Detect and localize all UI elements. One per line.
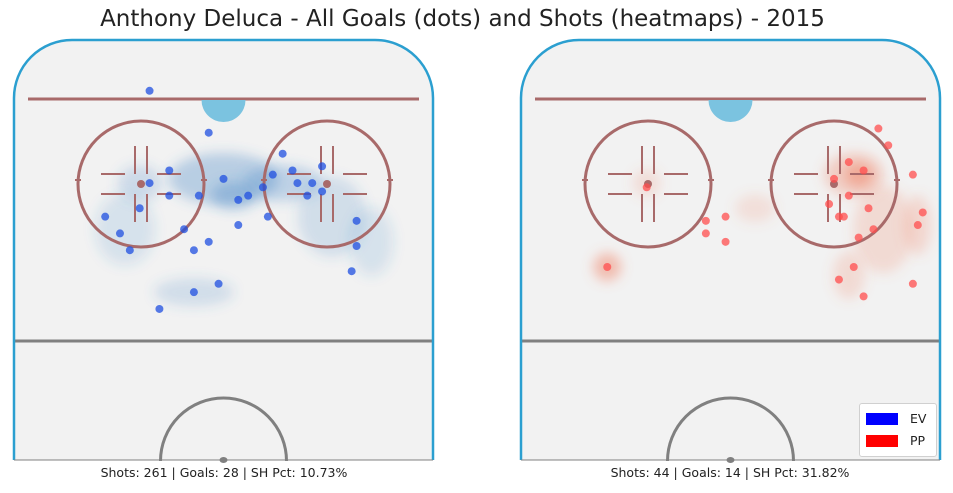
goal-dot [918,208,927,217]
goal-dot [165,191,174,200]
ice-surface [14,40,433,460]
goal-dot [155,304,164,313]
heatmap-blob [94,193,155,266]
ev-stats-text: Shots: 261 | Goals: 28 | SH Pct: 10.73% [100,465,348,480]
heatmap-blob [735,194,776,223]
goal-dot [844,158,853,167]
goal-dot [854,233,863,242]
goal-dot [204,128,213,137]
goal-dot [721,237,730,246]
legend-label-pp: PP [909,433,926,448]
goal-dot [849,262,858,271]
goal-dot [701,229,710,238]
goal-dot [263,212,272,221]
heatmap-blob [211,181,256,210]
legend-label-ev: EV [909,411,927,426]
faceoff-circle [76,119,206,249]
goal-dot [145,179,154,188]
goal-dot [318,187,327,196]
goal-dot [913,221,922,230]
faceoff-dot [323,180,331,188]
goal-dot [825,200,834,209]
goal-dot [145,86,154,95]
goal-dot [278,149,287,158]
faceoff-circle [769,119,899,249]
goal-dot [908,170,917,179]
goal-dot [603,262,612,271]
goal-dot [869,225,878,234]
rink-panel-ev [12,38,435,463]
goal-crease [708,100,753,122]
goal-dot [180,225,189,234]
goal-dot [884,141,893,150]
goal-dot [352,216,361,225]
faceoff-dot [137,180,145,188]
heatmap-blob [832,251,865,300]
ice-surface [521,40,940,460]
goal-dot [701,216,710,225]
goal-dot [194,191,203,200]
legend-item-pp: PP [866,432,926,448]
goal-dot [189,246,198,255]
legend-item-ev: EV [866,410,927,426]
goal-dot [352,242,361,251]
rink-boards [519,38,942,460]
goal-crease [201,100,246,122]
goal-dot [189,288,198,297]
goal-dot [125,246,134,255]
goal-dot [859,292,868,301]
legend: EV PP [859,403,937,457]
goal-dot [234,221,243,230]
goal-dot [839,212,848,221]
goal-dot [834,275,843,284]
goal-dot [303,191,312,200]
rink-panel-pp [519,38,942,463]
goal-dot [214,279,223,288]
rink-boards [12,38,435,460]
legend-swatch-ev [866,412,898,425]
goal-dot [318,162,327,171]
goal-dot [101,212,110,221]
goal-dot [347,267,356,276]
goal-dot [844,191,853,200]
goal-dot [268,170,277,179]
goal-dot [293,179,302,188]
goal-dot [234,195,243,204]
goal-dot [721,212,730,221]
goal-dot [244,191,253,200]
goal-dot [830,174,839,183]
center-circle [666,396,795,462]
goal-dot [864,204,873,213]
goal-dot [874,124,883,133]
goal-dot [859,166,868,175]
goal-dot [308,179,317,188]
chart-title: Anthony Deluca - All Goals (dots) and Sh… [100,6,825,32]
goal-dot [135,204,144,213]
goal-dot [219,174,228,183]
heatmap-blob [297,176,366,257]
heatmap-blob [349,207,394,276]
goal-dot [642,183,651,192]
goal-dot [258,183,267,192]
goal-dot [908,279,917,288]
faceoff-circle [583,119,713,249]
goal-dot [165,166,174,175]
pp-stats-text: Shots: 44 | Goals: 14 | SH Pct: 31.82% [610,465,850,480]
goal-dot [115,229,124,238]
goal-dot [204,237,213,246]
goal-dot [288,166,297,175]
center-circle [159,396,288,462]
legend-swatch-pp [866,434,898,447]
